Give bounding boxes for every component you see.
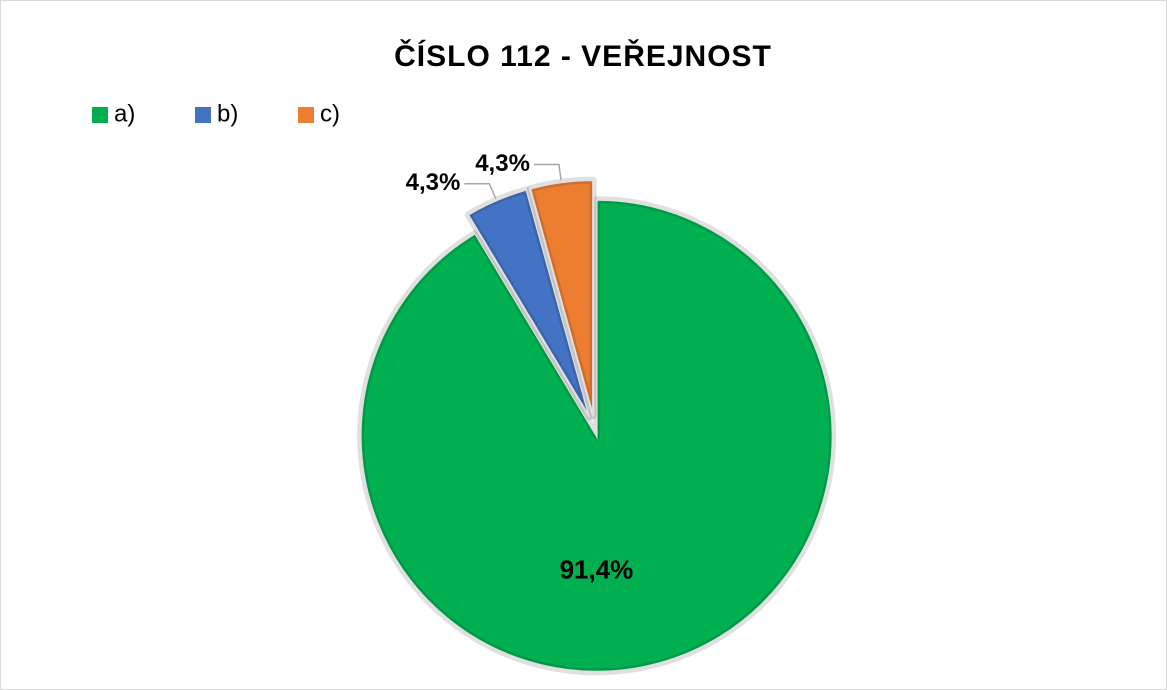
legend-swatch bbox=[195, 107, 211, 123]
leader-line bbox=[464, 182, 497, 199]
legend-label: a) bbox=[114, 100, 135, 127]
leader-line bbox=[533, 163, 562, 181]
pie-slice-edge bbox=[526, 176, 597, 420]
data-label: 91,4% bbox=[560, 554, 634, 584]
data-label: 4,3% bbox=[406, 169, 461, 196]
pie-slice bbox=[466, 188, 591, 418]
legend-swatch bbox=[298, 107, 314, 123]
legend-swatch bbox=[92, 107, 108, 123]
legend-label: b) bbox=[217, 100, 238, 127]
pie-slice-edge bbox=[464, 186, 593, 421]
pie-slice bbox=[359, 198, 834, 673]
pie-slice bbox=[528, 179, 595, 417]
pie-slice-edge bbox=[357, 196, 837, 676]
legend-label: c) bbox=[320, 100, 340, 127]
chart-title: ČÍSLO 112 - VEŘEJNOST bbox=[394, 39, 772, 73]
data-label: 4,3% bbox=[475, 150, 530, 177]
